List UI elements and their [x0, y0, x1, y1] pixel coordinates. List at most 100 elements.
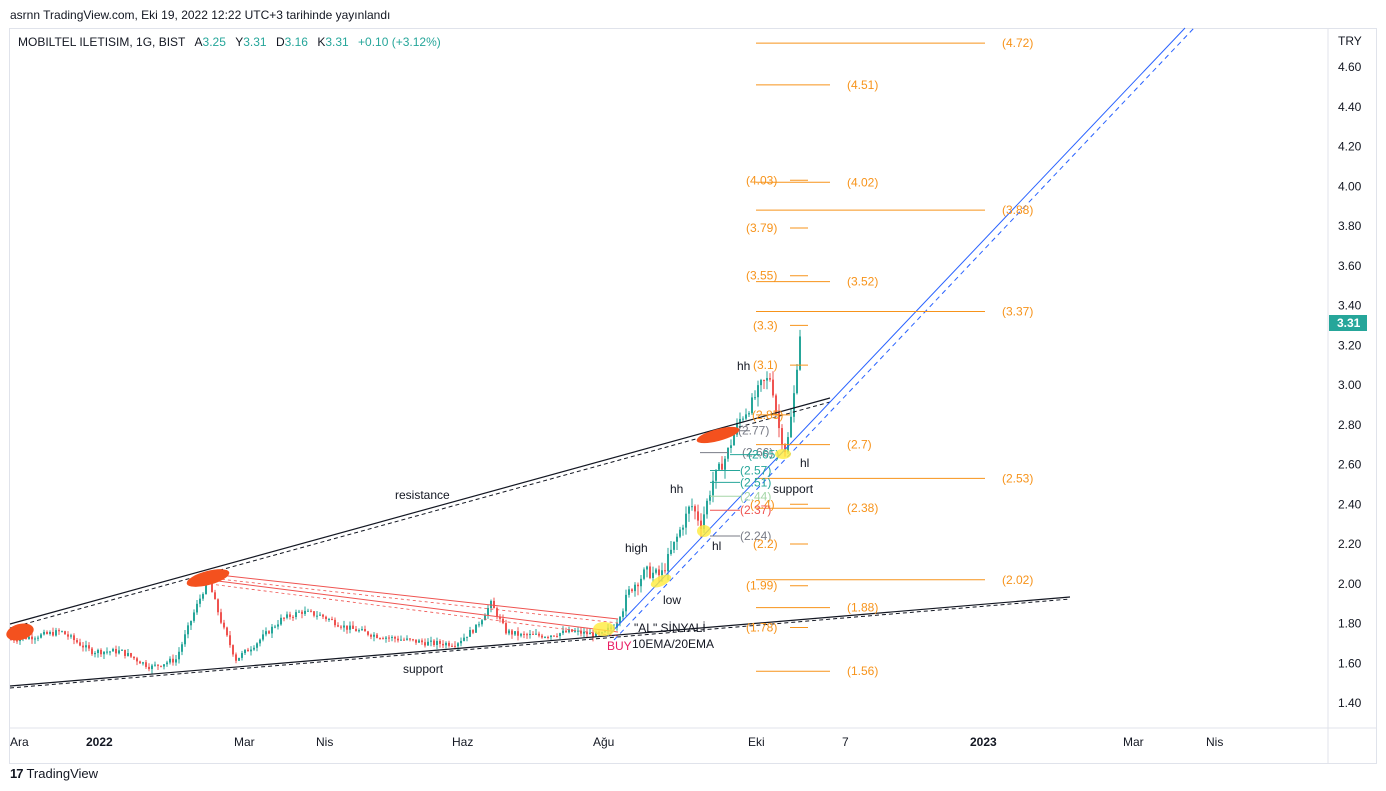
candle-body	[241, 653, 243, 658]
candle-body	[739, 418, 741, 424]
candle-body	[790, 416, 792, 438]
candle-body	[478, 624, 480, 626]
price-tick-label: 4.40	[1338, 100, 1362, 114]
high-label: high	[625, 541, 648, 555]
candle-body	[382, 638, 384, 640]
last-price-value: 3.31	[1337, 316, 1361, 330]
fib-label: (1.88)	[847, 601, 878, 615]
candle-body	[796, 369, 798, 394]
candle-body	[322, 614, 324, 617]
low-label: D	[275, 35, 285, 49]
al-signal-label: "AL" SİNYALİ	[634, 621, 706, 635]
hh-label: hh	[737, 359, 750, 373]
candle-body	[745, 414, 747, 419]
low-label: low	[663, 593, 681, 607]
candle-body	[742, 418, 744, 420]
candle-body	[364, 629, 366, 632]
candle-body	[262, 634, 264, 640]
candle-body	[166, 662, 168, 665]
candle-body	[319, 614, 321, 616]
candle-body	[463, 637, 465, 641]
channel-line-dashed	[613, 27, 1195, 641]
hh-label: hh	[670, 482, 683, 496]
support-line	[9, 596, 1071, 687]
time-tick-label: 2023	[970, 735, 997, 749]
candle-body	[73, 635, 75, 641]
last-price-badge-bg	[1329, 315, 1367, 331]
fib-label: (3.79)	[746, 221, 777, 235]
candle-body	[418, 640, 420, 643]
candle-body	[292, 616, 294, 618]
candle-body	[325, 616, 327, 620]
candle-body	[652, 572, 654, 579]
candle-body	[451, 645, 453, 647]
symbol-name[interactable]: MOBILTEL ILETISIM, 1G, BIST	[18, 35, 186, 49]
candle-body	[793, 393, 795, 417]
candle-body	[82, 645, 84, 648]
candle-body	[97, 649, 99, 654]
candle-body	[763, 380, 765, 382]
candle-body	[70, 635, 72, 637]
fib-label: (2.66)	[742, 446, 773, 460]
price-tick-label: 2.80	[1338, 418, 1362, 432]
candle-body	[415, 639, 417, 643]
candle-body	[109, 651, 111, 653]
candle-body	[190, 620, 192, 626]
candle-body	[466, 636, 468, 638]
candle-body	[637, 584, 639, 587]
tradingview-logo-mark: 17	[10, 766, 24, 781]
candle-body	[481, 620, 483, 625]
candle-body	[295, 612, 297, 617]
candle-body	[772, 379, 774, 396]
buy-label: BUY	[607, 639, 632, 653]
candle-body	[88, 645, 90, 649]
price-axis[interactable]: TRY 4.60 4.40 4.20 4.00 3.80 3.60 3.40 3.20 3.00…	[1338, 34, 1362, 710]
time-axis[interactable]: Ara 2022 Mar Nis Haz Ağu Eki 7 2023 Mar Nis	[10, 735, 1223, 749]
candle-body	[31, 636, 33, 640]
candle-body	[55, 630, 57, 636]
candle-body	[259, 639, 261, 644]
candle-body	[193, 612, 195, 621]
candle-body	[115, 648, 117, 654]
candle-body	[649, 566, 651, 579]
low-value: 3.16	[284, 35, 308, 49]
candle-body	[352, 625, 354, 629]
time-tick-label: Nis	[316, 735, 333, 749]
candle-body	[760, 380, 762, 386]
candle-body	[523, 633, 525, 635]
candle-body	[229, 635, 231, 646]
candle-body	[160, 665, 162, 667]
channel-line	[607, 27, 1186, 637]
candle-body	[124, 649, 126, 656]
fib-label: (2.57)	[740, 463, 771, 477]
candle-body	[40, 634, 42, 638]
candle-body	[628, 589, 630, 595]
candle-body	[61, 631, 63, 633]
candle-body	[136, 658, 138, 662]
candle-body	[361, 629, 363, 631]
resistance-label: resistance	[395, 488, 450, 502]
candle-body	[163, 664, 165, 667]
time-tick-label: Nis	[1206, 735, 1223, 749]
support-label: support	[403, 662, 444, 676]
tradingview-logo[interactable]: 17 TradingView	[10, 766, 98, 781]
candle-body	[148, 666, 150, 670]
candle-body	[400, 639, 402, 641]
fib-label: (1.56)	[847, 664, 878, 678]
fib-label: (4.51)	[847, 78, 878, 92]
candle-body	[391, 636, 393, 638]
candle-body	[508, 630, 510, 634]
fib-levels: (4.72) (4.51) (4.03) (4.02) (3.88) (3.79) (3.5…	[700, 36, 1033, 678]
support-line-dashed	[9, 598, 1071, 689]
fan-line-2	[209, 579, 619, 633]
candle-body	[589, 632, 591, 635]
candle-body	[154, 664, 156, 666]
candle-body	[433, 640, 435, 645]
candle-body	[16, 640, 18, 642]
fib-label: (2.38)	[847, 501, 878, 515]
last-price-badge: 3.31	[1329, 315, 1367, 331]
candle-body	[547, 636, 549, 638]
candle-body	[307, 610, 309, 612]
candle-body	[634, 584, 636, 592]
